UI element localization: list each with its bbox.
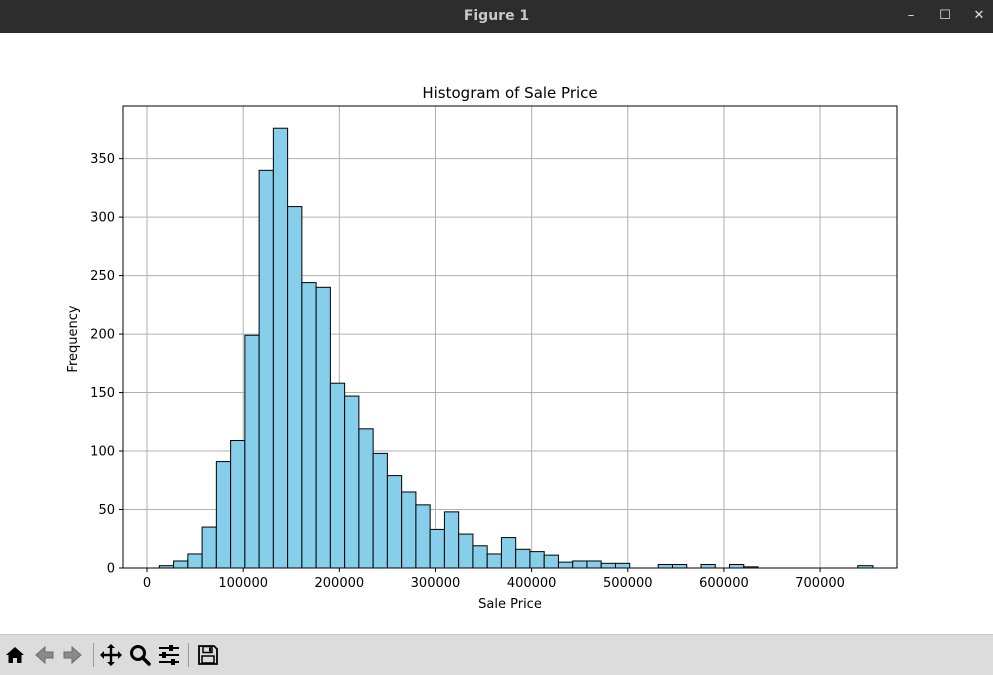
home-icon	[6, 647, 24, 663]
histogram-bar	[173, 560, 189, 569]
sliders-icon	[159, 645, 179, 665]
zoom-button[interactable]	[127, 642, 153, 668]
y-tick-label: 350	[90, 152, 115, 167]
figure-canvas[interactable]: 0 100000 200000 300000 400000 500000 600000 700…	[0, 33, 993, 634]
histogram-bar	[700, 563, 716, 569]
histogram-bar	[401, 491, 417, 569]
histogram-bar	[614, 562, 631, 569]
histogram-bar	[372, 452, 388, 569]
y-tick-label: 0	[107, 562, 115, 577]
save-disk-icon	[198, 645, 218, 665]
histogram-bar	[244, 334, 260, 569]
y-tick-label: 300	[90, 211, 115, 226]
window-titlebar: Figure 1 – ☐ ✕	[0, 0, 993, 33]
chart-title: Histogram of Sale Price	[422, 84, 597, 102]
histogram-bar	[443, 511, 460, 569]
x-axis-label: Sale Price	[478, 597, 542, 612]
histogram-bar	[543, 554, 559, 569]
histogram-chart: 0 100000 200000 300000 400000 500000 600000 700…	[66, 84, 898, 612]
pan-move-icon	[100, 644, 122, 666]
x-tick-label: 700000	[795, 576, 845, 591]
histogram-bar	[572, 560, 588, 569]
y-axis-label: Frequency	[66, 305, 81, 372]
histogram-bar	[230, 440, 246, 569]
x-tick-label: 600000	[699, 576, 749, 591]
histogram-bar	[358, 428, 374, 569]
minimize-button[interactable]: –	[907, 8, 915, 23]
toolbar-separator	[188, 643, 189, 667]
x-tick-label: 100000	[218, 576, 268, 591]
histogram-bar	[671, 563, 688, 569]
toolbar-separator	[93, 643, 94, 667]
forward-arrow-icon	[63, 645, 82, 665]
histogram-bar	[657, 563, 673, 569]
histogram-bar	[258, 169, 274, 569]
histogram-bar	[486, 553, 502, 569]
histogram-bar	[201, 526, 217, 569]
histogram-bar	[386, 475, 403, 569]
configure-subplots-button[interactable]	[156, 642, 182, 668]
pan-button[interactable]	[98, 642, 124, 668]
y-tick-label: 200	[90, 328, 115, 343]
y-tick-label: 250	[90, 269, 115, 284]
x-tick-label: 0	[143, 576, 151, 591]
maximize-button[interactable]: ☐	[939, 8, 951, 23]
plot-frame	[122, 105, 898, 569]
x-tick-label: 500000	[603, 576, 653, 591]
histogram-bar	[415, 504, 431, 569]
x-tick-label: 400000	[507, 576, 557, 591]
x-axis-ticks: 0 100000 200000 300000 400000 500000 600000 700…	[143, 568, 845, 591]
histogram-bar	[301, 282, 317, 569]
back-button[interactable]	[31, 642, 57, 668]
forward-button[interactable]	[60, 642, 86, 668]
close-button[interactable]: ✕	[973, 8, 985, 23]
histogram-bar	[315, 286, 331, 569]
y-tick-label: 50	[98, 503, 115, 518]
histogram-bar	[472, 545, 488, 569]
histogram-bar	[287, 206, 303, 569]
y-tick-label: 150	[90, 386, 115, 401]
y-axis-ticks: 0 50 100 150 200 250 300 350	[90, 152, 123, 577]
histogram-bar	[500, 537, 517, 569]
histogram-bar	[458, 533, 474, 569]
histogram-bars	[158, 127, 874, 569]
histogram-bar	[187, 553, 203, 569]
histogram-bar	[529, 551, 545, 569]
histogram-bar	[215, 461, 232, 569]
histogram-bar	[344, 395, 360, 569]
navigation-toolbar	[0, 634, 993, 675]
window-title: Figure 1	[463, 8, 530, 24]
histogram-bar	[272, 127, 289, 569]
histogram-bar	[728, 563, 745, 569]
histogram-bar	[515, 548, 531, 569]
zoom-magnifier-icon	[130, 645, 151, 666]
back-arrow-icon	[35, 645, 54, 665]
y-tick-label: 100	[90, 445, 115, 460]
histogram-bar	[329, 382, 346, 569]
home-button[interactable]	[2, 642, 28, 668]
x-tick-label: 300000	[411, 576, 461, 591]
histogram-bar	[557, 561, 574, 569]
histogram-bar	[586, 560, 602, 569]
histogram-bar	[600, 562, 616, 569]
x-tick-label: 200000	[315, 576, 365, 591]
histogram-bar	[429, 528, 445, 569]
save-button[interactable]	[195, 642, 221, 668]
